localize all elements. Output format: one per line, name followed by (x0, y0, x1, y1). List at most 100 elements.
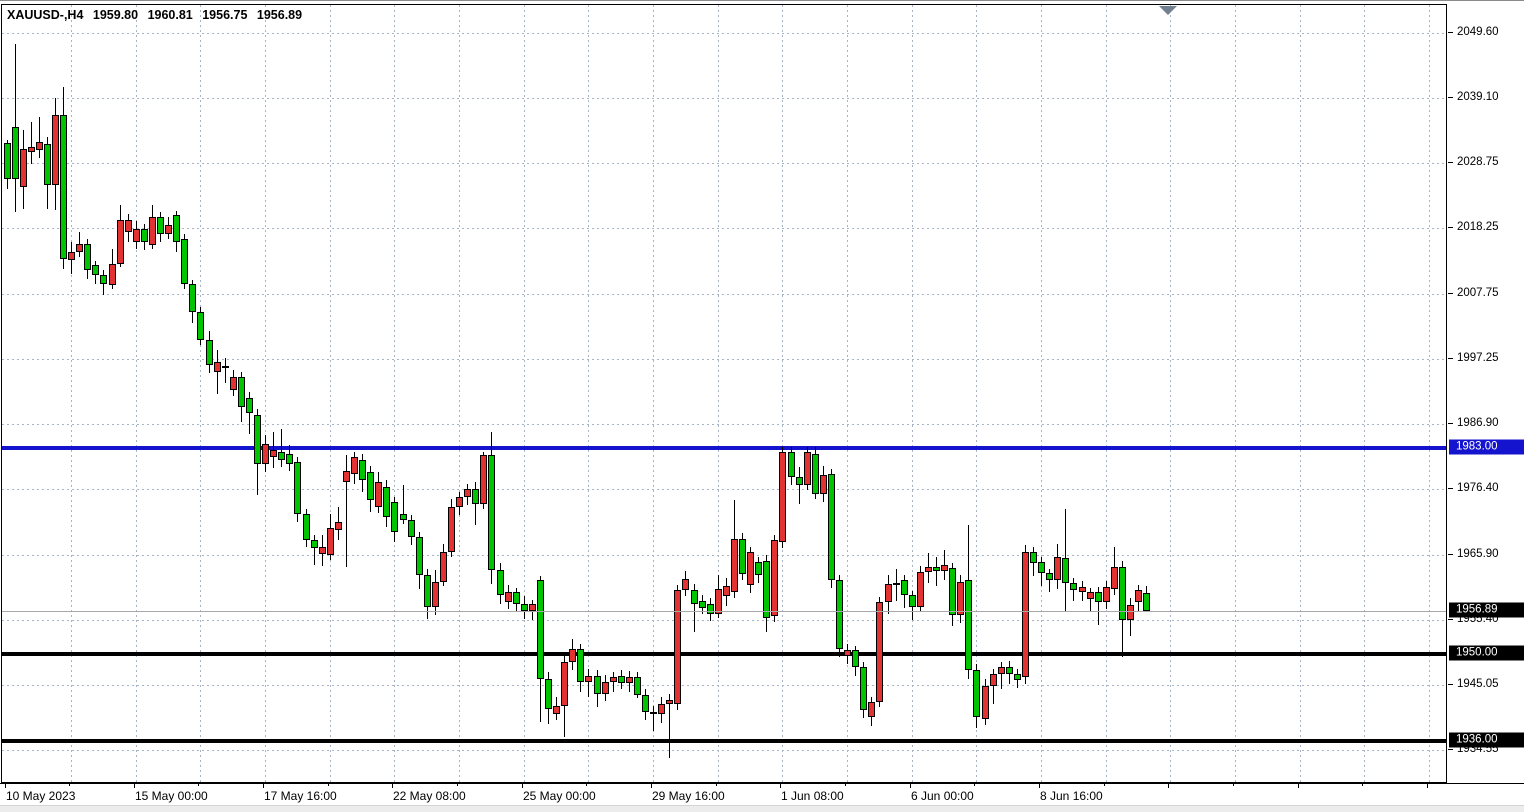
candle (747, 552, 754, 585)
ohlc-low: 1956.75 (202, 8, 248, 22)
horizontal-scrollbar[interactable] (0, 805, 1524, 812)
candle (521, 604, 528, 611)
current-price-line (2, 611, 1446, 612)
candle (424, 575, 431, 607)
horizontal-gridline (2, 620, 1446, 621)
candle (448, 507, 455, 552)
vertical-gridline (524, 5, 525, 782)
vertical-gridline (265, 5, 266, 782)
price-tick (1448, 619, 1453, 620)
price-tick (1448, 97, 1453, 98)
candle (278, 452, 285, 460)
price-tick (1448, 749, 1453, 750)
chart-plot-area[interactable] (1, 4, 1447, 783)
candle (303, 514, 310, 540)
time-tick (5, 784, 6, 788)
candle (1046, 573, 1053, 580)
candle (408, 520, 415, 537)
time-tick-label: 15 May 00:00 (135, 789, 208, 803)
candle (1062, 558, 1069, 583)
candle (949, 568, 956, 615)
candle (1030, 552, 1037, 563)
horizontal-line-1936.00[interactable] (2, 739, 1446, 743)
time-tick (522, 784, 523, 788)
candle (529, 604, 536, 611)
candle (852, 650, 859, 667)
candle-wick (314, 535, 315, 565)
candle (876, 602, 883, 702)
candle (311, 540, 318, 548)
candle (634, 677, 641, 695)
candle (569, 649, 576, 662)
candle (76, 244, 83, 252)
ohlc-open: 1959.80 (92, 8, 139, 22)
chart-title: XAUUSD-,H4 1959.80 1960.81 1956.75 1956.… (7, 8, 308, 22)
candle (335, 522, 342, 530)
ohlc-close: 1956.89 (256, 8, 303, 22)
vertical-gridline (1170, 5, 1171, 782)
horizontal-gridline (2, 33, 1446, 34)
vertical-gridline (1235, 5, 1236, 782)
candle (416, 537, 423, 575)
time-tick-label: 10 May 2023 (6, 789, 76, 803)
candle (957, 582, 964, 615)
time-tick (457, 784, 458, 786)
candle (464, 489, 471, 497)
horizontal-gridline (2, 163, 1446, 164)
candle (982, 686, 989, 719)
candle (141, 229, 148, 242)
candle (68, 252, 75, 260)
price-axis[interactable]: 2049.60 2039.10 2028.75 2018.25 2007.75 1997.… (1448, 4, 1524, 783)
candle (181, 239, 188, 284)
candle (28, 147, 35, 152)
candle (270, 450, 277, 457)
candle (20, 149, 27, 187)
vertical-gridline (976, 5, 977, 782)
candle-wick (249, 392, 250, 434)
vertical-gridline (718, 5, 719, 782)
time-tick (651, 784, 652, 788)
price-level-badge: 1950.00 (1449, 645, 1524, 661)
time-tick (328, 784, 329, 786)
candle (691, 590, 698, 604)
candle (626, 677, 633, 683)
candle-wick (936, 557, 937, 586)
candle (497, 570, 504, 595)
candle (319, 547, 326, 554)
candle-wick (1098, 587, 1099, 625)
candle (545, 679, 552, 709)
chart-shift-marker-icon[interactable] (1159, 6, 1177, 15)
horizontal-line-1983.00[interactable] (2, 446, 1446, 450)
time-tick (1427, 784, 1428, 788)
vertical-gridline (136, 5, 137, 782)
candle (1070, 583, 1077, 590)
candle (1127, 605, 1134, 620)
time-tick (392, 784, 393, 788)
time-tick (716, 784, 717, 786)
candle-wick (669, 694, 670, 758)
candle-wick (694, 584, 695, 632)
horizontal-line-1950.00[interactable] (2, 652, 1446, 656)
candle (456, 497, 463, 507)
price-tick-label: 2039.10 (1457, 91, 1499, 103)
horizontal-gridline (2, 750, 1446, 751)
candle (893, 583, 900, 585)
vertical-gridline (71, 5, 72, 782)
candle (925, 567, 932, 572)
candle (666, 700, 673, 704)
time-tick-label: 6 Jun 00:00 (911, 789, 974, 803)
candle-wick (613, 672, 614, 692)
candle (230, 377, 237, 390)
candle (1038, 562, 1045, 573)
candle-wick (281, 429, 282, 467)
candle-wick (799, 467, 800, 504)
time-tick-label: 25 May 00:00 (523, 789, 596, 803)
candle (642, 695, 649, 712)
horizontal-gridline (2, 294, 1446, 295)
candle (157, 217, 164, 234)
time-axis[interactable]: 10 May 2023 15 May 00:00 17 May 16:00 22 Ma… (0, 783, 1524, 806)
candle (1111, 567, 1118, 589)
candle (836, 580, 843, 649)
price-tick (1448, 293, 1453, 294)
